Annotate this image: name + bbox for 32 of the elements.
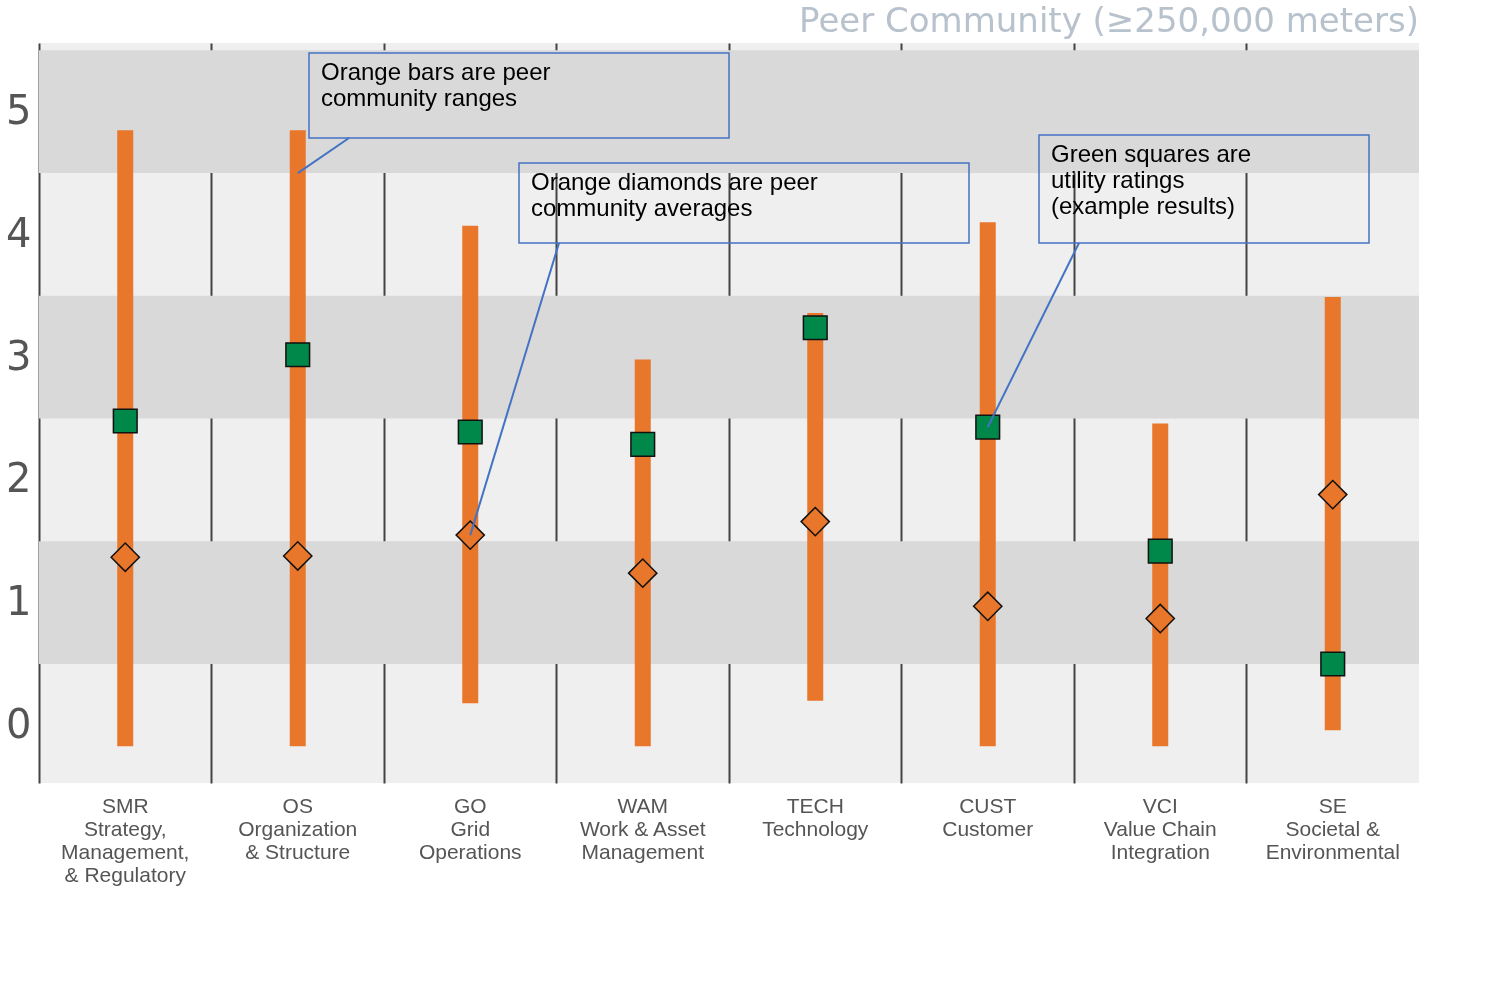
y-tick-label: 1 bbox=[6, 578, 32, 625]
point bbox=[112, 408, 138, 434]
point bbox=[285, 342, 311, 368]
x-tick-label: CUST Customer bbox=[942, 793, 1034, 840]
chart-title: Peer Community (≥250,000 meters) bbox=[799, 0, 1419, 40]
y-tick-label: 0 bbox=[6, 700, 32, 747]
x-tick-label: SE Societal & Environmental bbox=[1265, 793, 1400, 863]
y-tick-label: 5 bbox=[6, 87, 32, 134]
x-tick-label: VCI Value Chain Integration bbox=[1103, 793, 1217, 863]
point bbox=[1320, 651, 1346, 677]
x-tick-label: GO Grid Operations bbox=[418, 793, 522, 863]
point bbox=[627, 558, 658, 589]
point bbox=[975, 414, 1001, 440]
point bbox=[1147, 538, 1173, 564]
point bbox=[455, 520, 486, 550]
x-tick-label: WAM Work & Asset Management bbox=[579, 793, 706, 863]
point bbox=[282, 541, 313, 571]
point bbox=[972, 591, 1003, 622]
point bbox=[1145, 603, 1176, 634]
point bbox=[1317, 479, 1348, 510]
x-tick-label: TECH Technology bbox=[762, 793, 869, 840]
x-tick-label: SMR Strategy, Management, & Regulatory bbox=[61, 793, 190, 886]
point bbox=[110, 542, 141, 573]
x-tick-label: OS Organization & Structure bbox=[238, 793, 358, 863]
y-tick-label: 3 bbox=[6, 332, 32, 379]
point bbox=[457, 419, 483, 445]
point bbox=[802, 315, 828, 341]
annotation: Orange bars are peer community ranges bbox=[321, 58, 551, 111]
y-tick-label: 4 bbox=[6, 209, 32, 256]
point bbox=[800, 506, 831, 537]
point bbox=[630, 431, 656, 457]
y-tick-label: 2 bbox=[6, 455, 32, 502]
